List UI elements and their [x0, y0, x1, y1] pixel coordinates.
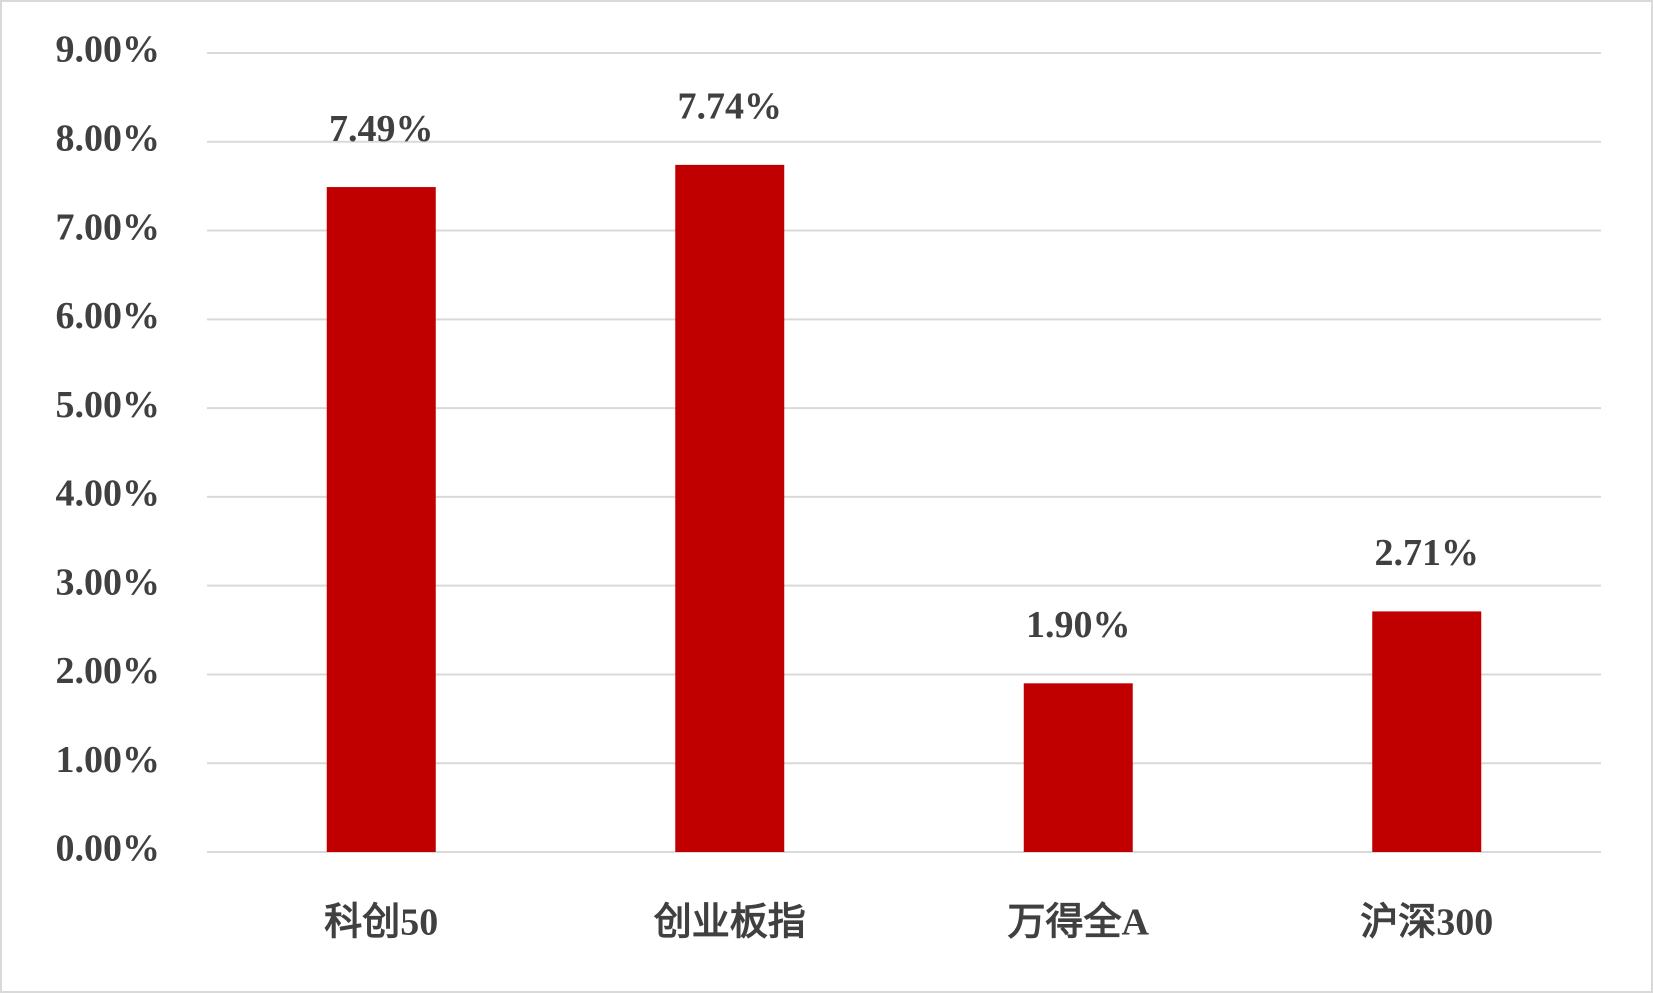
value-label: 7.49%: [329, 108, 434, 150]
bar: [1023, 683, 1133, 852]
value-label: 2.71%: [1375, 532, 1480, 574]
x-tick-label: 创业板指: [654, 902, 806, 944]
value-label: 7.74%: [678, 86, 783, 128]
value-label: 1.90%: [1026, 604, 1131, 646]
y-tick-label: 0.00%: [56, 828, 161, 870]
x-tick-label: 万得全A: [1008, 901, 1150, 944]
bar: [326, 187, 436, 852]
y-tick-label: 6.00%: [56, 295, 161, 337]
y-tick-label: 4.00%: [56, 473, 161, 515]
y-tick-label: 3.00%: [56, 561, 161, 603]
bar: [1372, 611, 1482, 852]
y-tick-label: 8.00%: [56, 117, 161, 159]
y-tick-label: 1.00%: [56, 739, 161, 781]
x-tick-label: 沪深300: [1360, 902, 1493, 944]
y-tick-label: 5.00%: [56, 384, 161, 426]
y-tick-label: 9.00%: [56, 29, 161, 71]
y-tick-label: 2.00%: [56, 650, 161, 692]
y-tick-label: 7.00%: [56, 206, 161, 248]
bar: [675, 164, 785, 853]
x-tick-label: 科创50: [324, 902, 438, 944]
